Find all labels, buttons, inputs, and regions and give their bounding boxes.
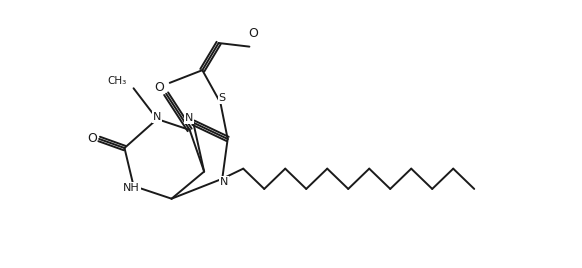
Text: N: N xyxy=(220,177,228,187)
Text: N: N xyxy=(153,112,161,122)
Text: O: O xyxy=(155,81,165,94)
Text: NH: NH xyxy=(123,183,140,193)
Text: N: N xyxy=(184,113,193,123)
Text: S: S xyxy=(219,94,226,103)
Text: O: O xyxy=(87,132,97,146)
Text: O: O xyxy=(248,28,258,40)
Text: CH₃: CH₃ xyxy=(108,76,127,86)
